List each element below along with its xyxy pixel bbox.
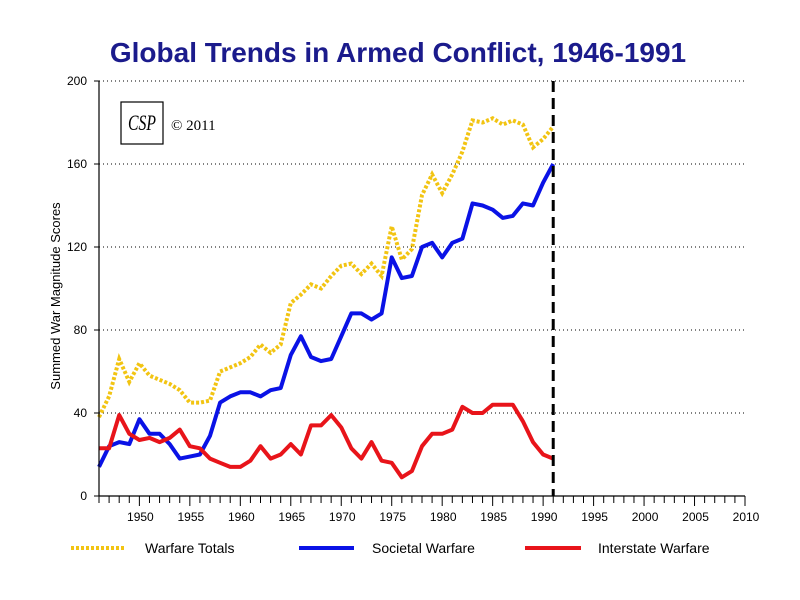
- legend-label: Warfare Totals: [145, 540, 234, 556]
- series-interstate-warfare: [99, 402, 554, 480]
- csp-logo: CSP: [120, 101, 164, 145]
- x-tick-label: 1990: [531, 510, 558, 524]
- x-tick-label: 1955: [177, 510, 204, 524]
- tick-labels: 0 40 80 120 160 200 1950 1955 1960 1965 1970 1975 19…: [67, 74, 760, 524]
- series-warfare-totals: [97, 116, 555, 418]
- y-tick-label: 40: [74, 406, 88, 420]
- csp-logo-text: CSP: [128, 110, 156, 135]
- legend: Warfare Totals Societal Warfare Interstate…: [71, 540, 710, 556]
- x-tick-label: 1985: [480, 510, 507, 524]
- axes: [94, 80, 746, 506]
- legend-item-warfare-totals: Warfare Totals: [71, 540, 234, 556]
- y-tick-label: 160: [67, 157, 87, 171]
- series-layer: [97, 81, 555, 496]
- legend-label: Societal Warfare: [372, 540, 475, 556]
- x-tick-label: 1995: [581, 510, 608, 524]
- legend-item-interstate-warfare: Interstate Warfare: [525, 540, 710, 556]
- x-tick-label: 1965: [278, 510, 305, 524]
- x-tick-label: 2005: [682, 510, 709, 524]
- y-tick-label: 200: [67, 74, 87, 88]
- x-tick-label: 1960: [228, 510, 255, 524]
- x-tick-label: 2010: [733, 510, 760, 524]
- y-axis-title: Summed War Magnitude Scores: [48, 202, 63, 390]
- x-tick-label: 1975: [379, 510, 406, 524]
- x-tick-label: 2000: [632, 510, 659, 524]
- x-tick-label: 1970: [329, 510, 356, 524]
- series-societal-warfare: [97, 163, 555, 468]
- y-tick-label: 0: [80, 489, 87, 503]
- legend-label: Interstate Warfare: [598, 540, 710, 556]
- y-tick-label: 80: [74, 323, 88, 337]
- legend-item-societal-warfare: Societal Warfare: [299, 540, 475, 556]
- x-tick-label: 1980: [430, 510, 457, 524]
- y-tick-label: 120: [67, 240, 87, 254]
- chart-title: Global Trends in Armed Conflict, 1946-19…: [110, 37, 686, 68]
- copyright-text: © 2011: [171, 118, 216, 134]
- x-tick-label: 1950: [127, 510, 154, 524]
